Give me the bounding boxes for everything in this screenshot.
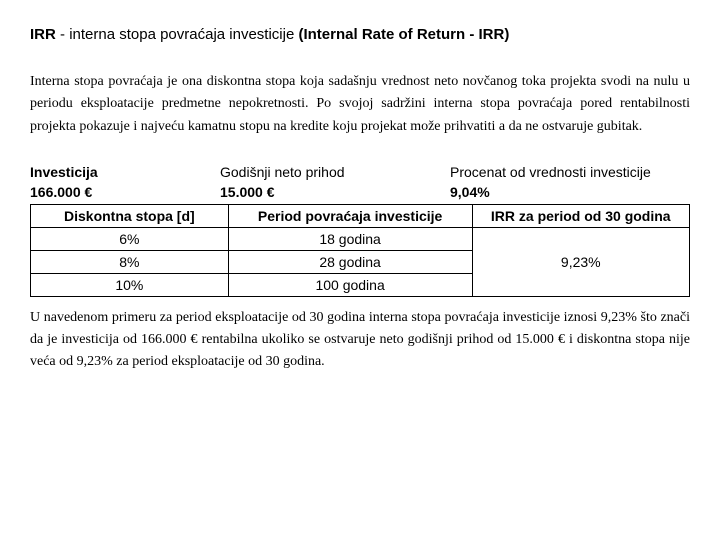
cell-irr-merged: 9,23% xyxy=(472,228,689,297)
irr-table: Diskontna stopa [d] Period povraćaja inv… xyxy=(30,204,690,297)
cell-p3: 100 godina xyxy=(228,274,472,297)
info-label-investicija: Investicija xyxy=(30,164,220,180)
th-period: Period povraćaja investicije xyxy=(228,205,472,228)
table-header-row: Diskontna stopa [d] Period povraćaja inv… xyxy=(31,205,690,228)
info-block: Investicija Godišnji neto prihod Procena… xyxy=(30,164,690,200)
th-diskontna: Diskontna stopa [d] xyxy=(31,205,229,228)
th-irr: IRR za period od 30 godina xyxy=(472,205,689,228)
info-label-procenat: Procenat od vrednosti investicije xyxy=(450,164,690,180)
title-irr: IRR xyxy=(30,26,56,43)
cell-d1: 6% xyxy=(31,228,229,251)
title-sep: - xyxy=(56,26,69,43)
title-end: (Internal Rate of Return - IRR) xyxy=(298,26,509,43)
info-val-procenat: 9,04% xyxy=(450,184,690,200)
info-label-prihod: Godišnji neto prihod xyxy=(220,164,450,180)
info-labels-row: Investicija Godišnji neto prihod Procena… xyxy=(30,164,690,180)
conclusion-paragraph: U navedenom primeru za period eksploatac… xyxy=(30,307,690,372)
cell-p2: 28 godina xyxy=(228,251,472,274)
title-mid: interna stopa povraćaja investicije xyxy=(69,26,298,43)
info-values-row: 166.000 € 15.000 € 9,04% xyxy=(30,184,690,200)
intro-paragraph: Interna stopa povraćaja je ona diskontna… xyxy=(30,71,690,138)
cell-d3: 10% xyxy=(31,274,229,297)
cell-p1: 18 godina xyxy=(228,228,472,251)
table-row: 6% 18 godina 9,23% xyxy=(31,228,690,251)
info-val-prihod: 15.000 € xyxy=(220,184,450,200)
cell-d2: 8% xyxy=(31,251,229,274)
page-title: IRR - interna stopa povraćaja investicij… xyxy=(30,26,690,43)
info-val-investicija: 166.000 € xyxy=(30,184,220,200)
